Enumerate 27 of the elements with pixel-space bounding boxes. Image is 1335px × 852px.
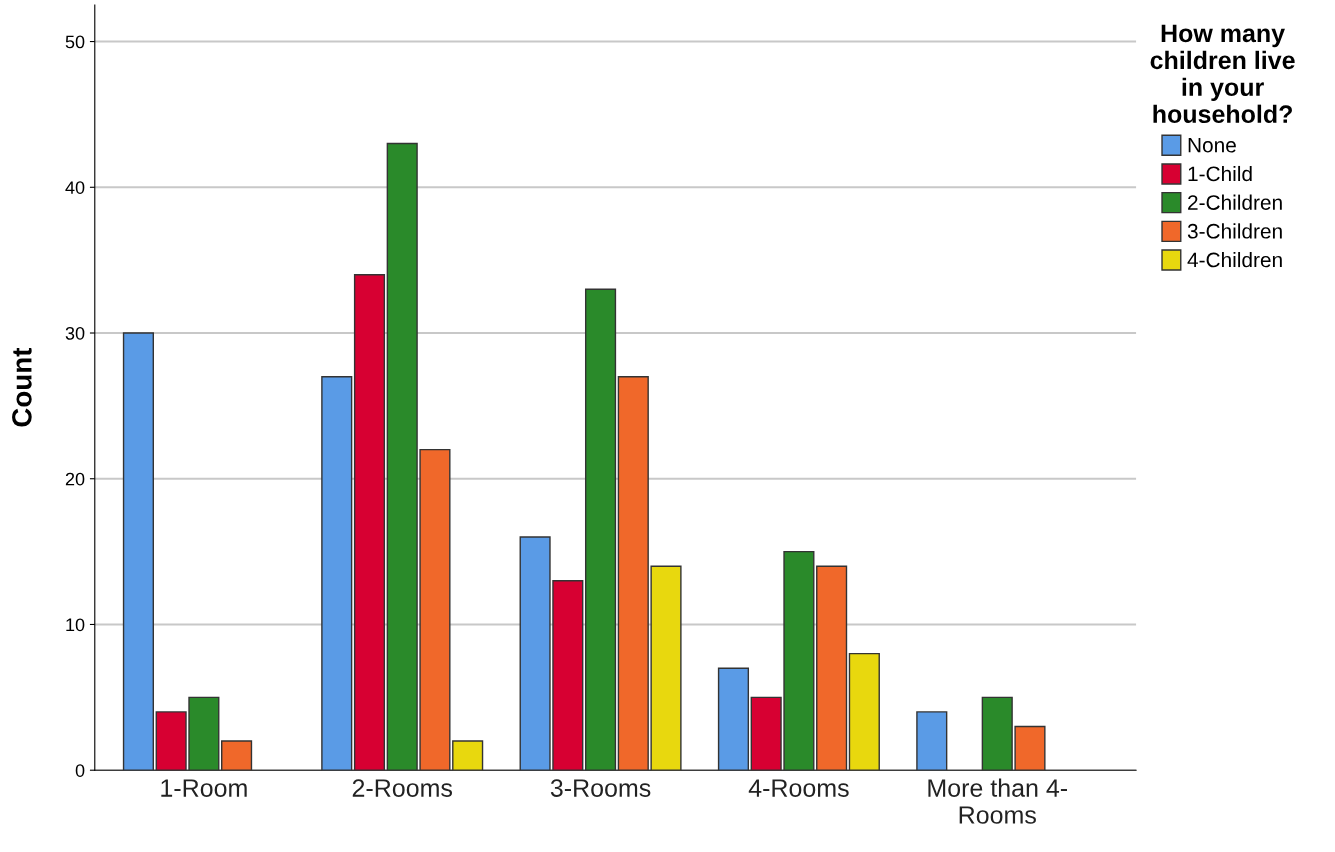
bar <box>321 376 353 771</box>
y-tick-label: 10 <box>66 618 85 632</box>
x-tick-label: More than 4- Rooms <box>928 778 1068 824</box>
x-tick-label: 1-Room <box>161 779 247 797</box>
legend-label: 4-Children <box>1187 252 1282 268</box>
bar <box>122 332 154 771</box>
legend-label: 2-Children <box>1188 194 1282 210</box>
y-tick-label: 50 <box>65 35 85 49</box>
bar <box>353 274 386 771</box>
legend-label: 3-Children <box>1187 223 1282 239</box>
bar <box>221 740 253 771</box>
legend-label: None <box>1188 137 1236 153</box>
legend-title: How many children live in your household? <box>1150 24 1295 124</box>
bar <box>584 288 617 771</box>
y-axis-title: Count <box>12 347 32 427</box>
y-tick-label: 30 <box>65 326 85 340</box>
y-tick-label: 40 <box>65 181 85 194</box>
bar <box>916 711 948 771</box>
x-tick-label: 3-Rooms <box>550 779 651 797</box>
y-tick-label: 0 <box>75 764 85 777</box>
legend-label: 1-Child <box>1188 165 1252 182</box>
bar <box>717 667 750 771</box>
y-tick-label: 20 <box>65 472 85 486</box>
x-tick-label: 2-Rooms <box>352 779 453 797</box>
bar <box>848 652 880 771</box>
x-tick-label: 4-Rooms <box>748 779 849 797</box>
bar <box>816 565 848 771</box>
